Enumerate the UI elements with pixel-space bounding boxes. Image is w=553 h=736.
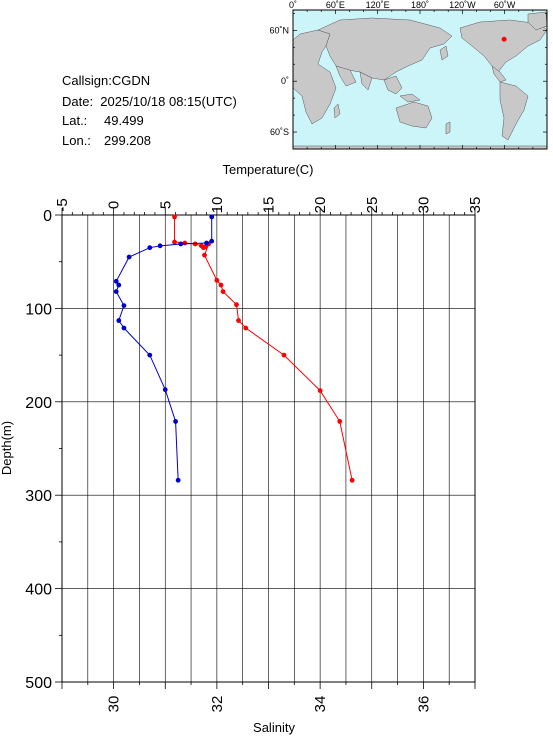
temperature-profile-point (172, 239, 177, 245)
depth-axis-title: Depth(m) (0, 421, 14, 475)
temperature-axis-title: Temperature(C) (222, 162, 313, 177)
temperature-profile-point (214, 277, 220, 283)
depth-tick-label: 500 (25, 675, 52, 692)
temperature-profile-point (192, 241, 198, 247)
lon-label: Lon.: (62, 133, 91, 148)
temperature-profile-point (218, 282, 224, 288)
salinity-axis-title: Salinity (253, 720, 295, 735)
map-lat-label: 60˚S (270, 127, 289, 137)
depth-tick-label: 300 (25, 488, 52, 505)
salinity-profile-point (204, 240, 209, 246)
temperature-tick-label: 20 (312, 197, 329, 214)
salinity-profile-point (157, 243, 163, 249)
map-lon-label: 180˚ (411, 0, 429, 10)
temperature-tick-label: 10 (209, 197, 226, 214)
salinity-tick-label: 30 (106, 696, 123, 713)
map-lon-label: 120˚E (366, 0, 390, 10)
map-land-greenland (527, 11, 548, 31)
temperature-profile-point (220, 289, 226, 294)
salinity-tick-label: 32 (209, 696, 226, 713)
profile-plot: -5 0 5 10 15 20 25 30 35 30 32 34 36 01002003004005… (0, 162, 484, 735)
depth-axis: 0 100 200 300 400 500 (25, 208, 62, 692)
temperature-profile-point (317, 388, 323, 393)
map-land-australia (395, 101, 433, 129)
map-land-japan (439, 45, 449, 61)
temperature-profile-point (172, 214, 177, 220)
map-lat-label: 0˚ (281, 76, 289, 86)
plot-grid (62, 215, 475, 682)
salinity-profile-point (178, 241, 184, 247)
map-top-labels: 0˚ 60˚E 120˚E 180˚ 120˚W 60˚W (289, 0, 516, 10)
map-land-asia (317, 17, 453, 81)
map-lon-label: 0˚ (289, 0, 297, 10)
world-map: 0˚ 60˚E 120˚E 180˚ 120˚W 60˚W 60˚N 0˚ 60˚S (269, 0, 548, 150)
temperature-profile-point (236, 318, 241, 323)
depth-tick-label: 0 (43, 208, 52, 225)
map-lon-label: 120˚W (449, 0, 476, 10)
depth-tick-label: 100 (25, 301, 52, 318)
lon-value: 299.208 (104, 133, 151, 148)
salinity-profile-point (113, 289, 119, 294)
salinity-profile-point (121, 325, 127, 331)
salinity-profile-point (147, 245, 153, 251)
depth-tick-label: 400 (25, 582, 52, 599)
map-lat-label: 60˚N (269, 25, 289, 35)
salinity-profile-point (113, 278, 119, 284)
salinity-profile-point (175, 477, 181, 483)
temperature-profile-point (182, 240, 188, 246)
map-land-north-america (459, 19, 548, 73)
salinity-profile-point (126, 254, 132, 260)
temperature-tick-label: 30 (415, 197, 432, 214)
station-marker (501, 36, 507, 42)
temperature-tick-label: 35 (467, 197, 484, 214)
salinity-profile-point (162, 387, 168, 393)
salinity-profile-point (209, 238, 215, 244)
map-land-new-zealand (445, 121, 451, 135)
map-land-arabia-india (335, 65, 373, 91)
map-left-labels: 60˚N 0˚ 60˚S (269, 25, 289, 137)
salinity-profile-point (209, 214, 215, 220)
salinity-tick-label: 36 (415, 696, 432, 713)
salinity-profile-point (116, 318, 122, 323)
salinity-axis: 30 32 34 36 (61, 682, 476, 713)
temperature-profile-point (234, 302, 239, 308)
temperature-profile-point (337, 419, 343, 424)
map-ticks (292, 10, 548, 149)
date-text: Date: 2025/10/18 08:15(UTC) (62, 94, 237, 109)
temperature-tick-label: 5 (157, 201, 174, 209)
depth-tick-label: 200 (25, 395, 52, 412)
map-land-south-america (499, 81, 529, 141)
temperature-profile-point (281, 352, 287, 358)
salinity-profile-point (147, 352, 153, 358)
salinity-tick-label: 34 (312, 696, 329, 713)
temperature-profile-point (243, 325, 249, 331)
salinity-profile-point (173, 419, 178, 424)
series-layer (113, 214, 355, 483)
temperature-tick-label: 25 (364, 197, 381, 214)
callsign-text: Callsign:CGDN (62, 73, 151, 88)
map-land-madagascar (333, 103, 341, 119)
temperature-profile-point (203, 244, 208, 250)
map-land-southeast-asia (383, 75, 421, 103)
temperature-axis: -5 0 5 10 15 20 25 30 35 (54, 197, 484, 215)
temperature-tick-label: -5 (54, 198, 71, 211)
temperature-profile-point (202, 252, 207, 258)
map-lon-label: 60˚E (326, 0, 345, 10)
temperature-tick-label: 15 (261, 197, 278, 214)
temperature-profile-line (174, 216, 353, 481)
map-land-central-america (491, 65, 507, 83)
map-lon-label: 60˚W (494, 0, 516, 10)
lat-value: 49.499 (104, 113, 144, 128)
salinity-profile-point (121, 303, 127, 308)
salinity-profile-point (116, 282, 122, 288)
temperature-tick-label: 0 (106, 201, 123, 209)
lat-label: Lat.: (62, 113, 88, 128)
temperature-profile-point (349, 477, 355, 483)
